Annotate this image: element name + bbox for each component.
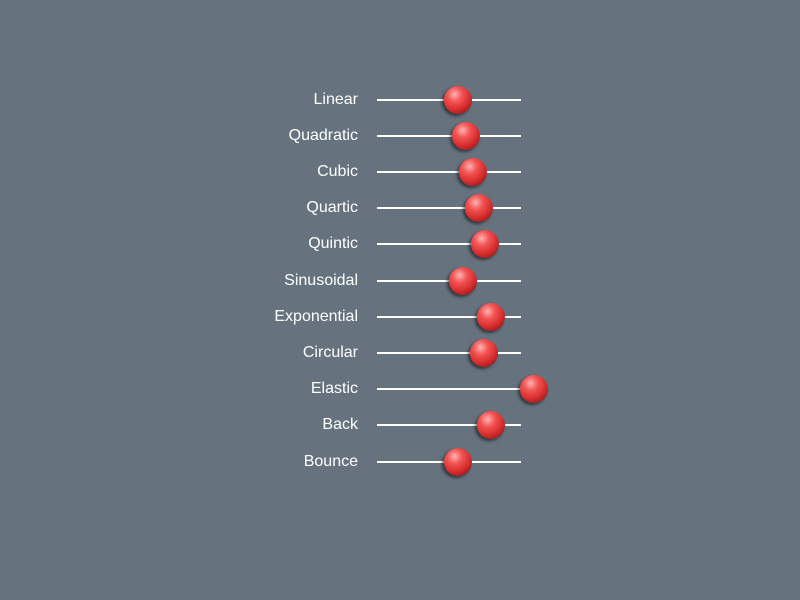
easing-row-quadratic: Quadratic (0, 118, 800, 154)
easing-label: Linear (313, 91, 358, 108)
easing-label: Bounce (303, 453, 358, 470)
slider-track[interactable] (377, 280, 521, 282)
easing-label: Quadratic (288, 127, 358, 144)
slider-track[interactable] (377, 316, 521, 318)
easing-label: Elastic (310, 380, 358, 397)
easing-label: Cubic (317, 163, 358, 180)
easing-label: Back (322, 416, 358, 433)
slider-ball[interactable] (443, 86, 472, 114)
easing-label: Sinusoidal (284, 272, 358, 289)
easing-row-back: Back (0, 407, 800, 443)
easing-label: Exponential (274, 308, 358, 325)
slider-ball[interactable] (471, 230, 499, 258)
easing-row-bounce: Bounce (0, 444, 800, 480)
easing-row-quintic: Quintic (0, 226, 800, 262)
easing-row-exponential: Exponential (0, 299, 800, 335)
easing-row-quartic: Quartic (0, 190, 800, 226)
slider-ball[interactable] (452, 122, 481, 150)
slider-track[interactable] (377, 352, 521, 354)
slider-ball[interactable] (519, 375, 548, 403)
slider-track[interactable] (377, 243, 521, 245)
easing-row-elastic: Elastic (0, 371, 800, 407)
slider-track[interactable] (377, 135, 521, 137)
easing-row-sinusoidal: Sinusoidal (0, 263, 800, 299)
slider-track[interactable] (377, 388, 521, 390)
easing-label: Quintic (308, 235, 358, 252)
slider-ball[interactable] (476, 411, 505, 439)
slider-ball[interactable] (443, 448, 472, 476)
easing-row-cubic: Cubic (0, 154, 800, 190)
slider-track[interactable] (377, 171, 521, 173)
slider-ball[interactable] (449, 267, 478, 295)
easing-row-circular: Circular (0, 335, 800, 371)
easing-label: Quartic (306, 199, 358, 216)
easing-row-linear: Linear (0, 82, 800, 118)
slider-track[interactable] (377, 207, 521, 209)
slider-ball[interactable] (465, 194, 494, 222)
easing-label: Circular (302, 344, 358, 361)
slider-ball[interactable] (476, 303, 505, 331)
slider-ball[interactable] (459, 158, 488, 186)
slider-ball[interactable] (469, 339, 498, 367)
slider-track[interactable] (377, 424, 521, 426)
